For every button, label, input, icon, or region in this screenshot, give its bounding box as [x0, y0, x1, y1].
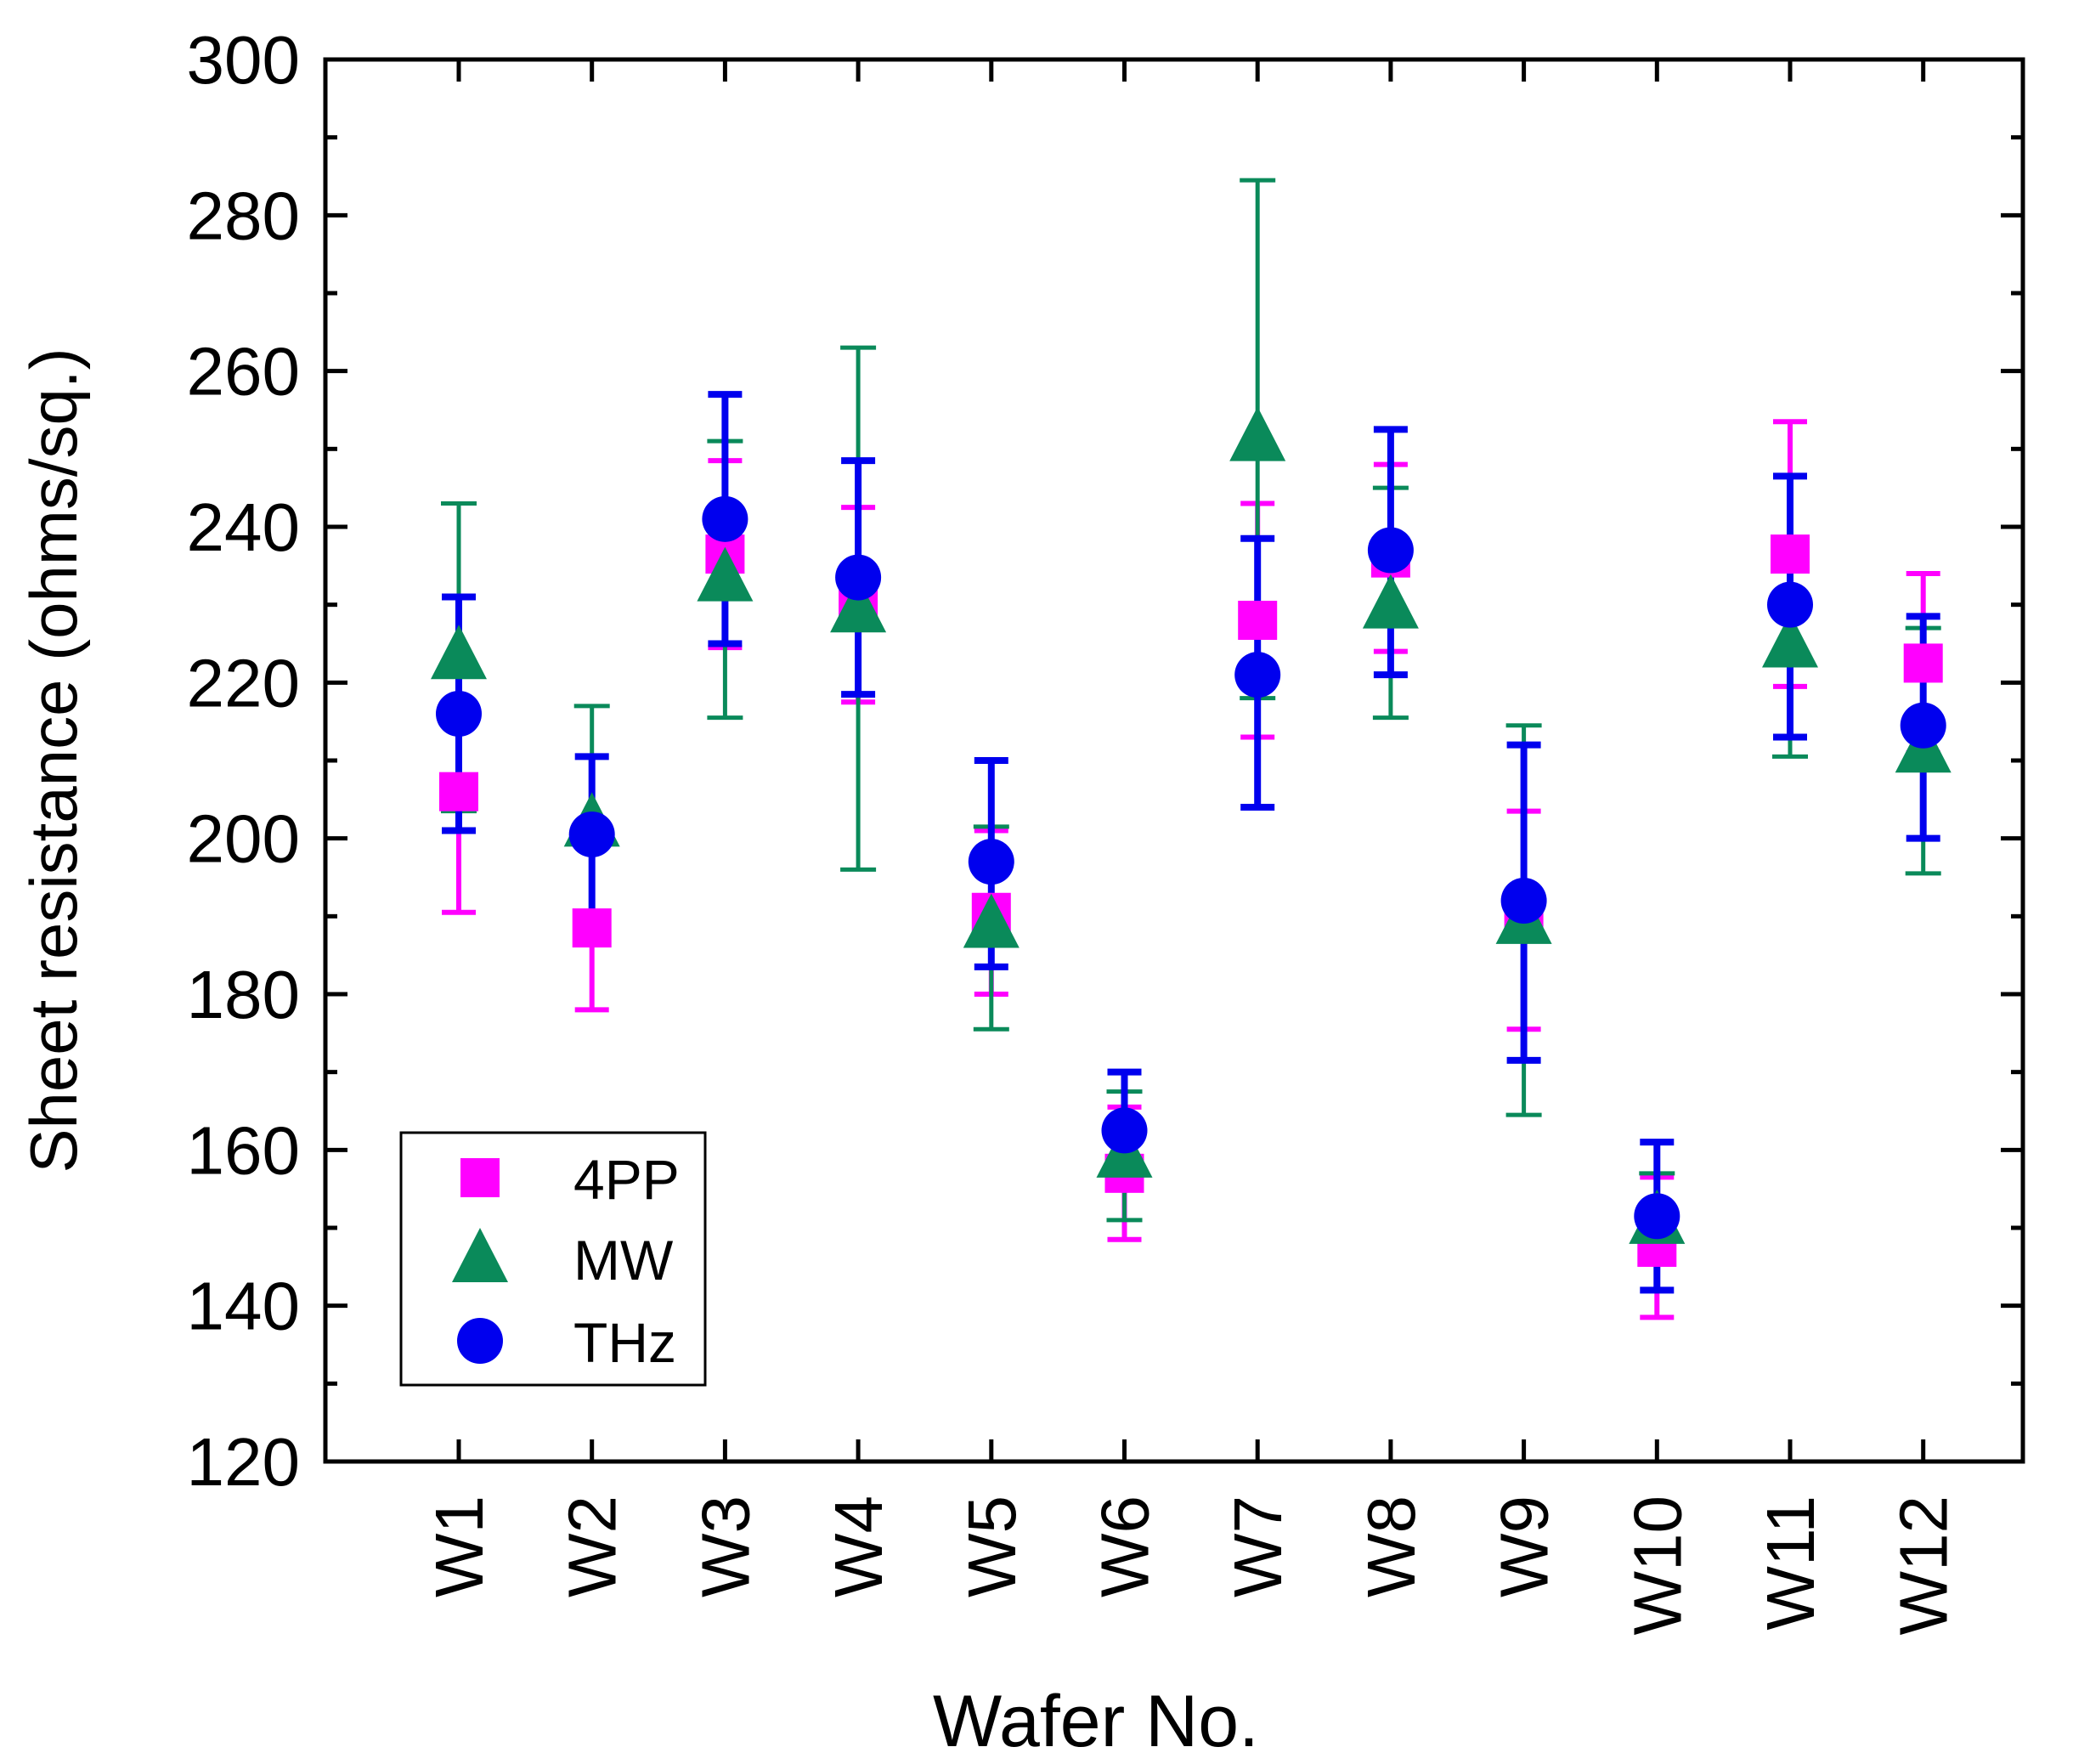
y-tick-label: 120: [187, 1424, 300, 1500]
y-tick-label: 160: [187, 1112, 300, 1188]
point-mw: [1762, 613, 1818, 668]
point-thz: [1900, 702, 1946, 749]
x-tick-label: W1: [421, 1495, 497, 1597]
y-tick-label: 220: [187, 645, 300, 721]
point-4pp: [1903, 643, 1943, 683]
point-thz: [1767, 581, 1813, 628]
x-axis: W1 W2 W3 W4 W5 W6 W7 W8 W9 W10 W11 W12: [421, 59, 1962, 1636]
x-tick-label: W8: [1353, 1495, 1429, 1597]
x-axis-label: Wafer No.: [933, 1681, 1259, 1762]
point-thz: [702, 495, 748, 542]
x-tick-label: W10: [1619, 1495, 1695, 1636]
point-thz: [1101, 1107, 1148, 1154]
point-mw: [431, 625, 487, 680]
y-tick-label: 260: [187, 334, 300, 410]
point-4pp: [572, 908, 612, 948]
point-thz: [568, 811, 615, 858]
point-thz: [835, 554, 882, 601]
y-axis-label: Sheet resistance (ohms/sq.): [16, 348, 91, 1173]
y-tick-label: 240: [187, 489, 300, 565]
x-tick-label: W2: [555, 1495, 630, 1597]
y-tick-label: 280: [187, 178, 300, 253]
y-tick-label: 180: [187, 957, 300, 1032]
point-mw: [1362, 574, 1419, 629]
y-tick-label: 200: [187, 801, 300, 877]
point-thz: [968, 839, 1014, 885]
y-tick-label: 300: [187, 22, 300, 98]
point-4pp: [439, 772, 478, 811]
point-thz: [1234, 652, 1281, 698]
x-tick-label: W12: [1886, 1495, 1962, 1636]
y-axis: 120 140 160 180 200 220 240 260 280 300: [187, 22, 2023, 1500]
x-tick-label: W3: [687, 1495, 763, 1597]
x-tick-label: W6: [1087, 1495, 1163, 1597]
point-thz: [1634, 1193, 1680, 1240]
point-mw: [697, 546, 754, 602]
x-tick-label: W5: [954, 1495, 1030, 1597]
point-mw: [963, 893, 1020, 948]
legend-symbol-mw: [452, 1228, 508, 1282]
x-tick-label: W4: [821, 1495, 896, 1597]
legend-label-4pp: 4PP: [573, 1148, 680, 1211]
legend-symbol-4pp: [460, 1158, 500, 1197]
x-tick-label: W7: [1220, 1495, 1296, 1597]
legend-box: [399, 1131, 707, 1387]
point-thz: [436, 691, 482, 737]
point-4pp: [1771, 534, 1810, 574]
x-tick-label: W11: [1753, 1495, 1828, 1631]
point-mw: [1229, 406, 1286, 461]
legend: 4PP MW THz: [399, 1131, 707, 1387]
point-4pp: [1238, 601, 1278, 640]
y-tick-label: 140: [187, 1269, 300, 1344]
legend-label-thz: THz: [573, 1311, 676, 1374]
x-tick-label: W9: [1487, 1495, 1562, 1597]
legend-label-mw: MW: [573, 1229, 674, 1292]
point-mw: [830, 578, 887, 633]
data-markers: [431, 406, 1952, 1267]
point-thz: [1500, 878, 1547, 924]
legend-symbol-thz: [457, 1318, 503, 1364]
point-thz: [1367, 527, 1414, 574]
